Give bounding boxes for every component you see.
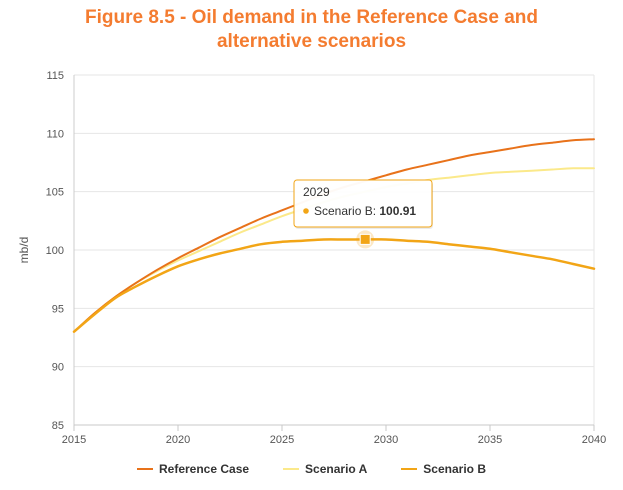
legend: Reference Case Scenario A Scenario B (0, 462, 623, 476)
chart-title-line-2: alternative scenarios (216, 31, 407, 52)
tooltip-value: 100.91 (379, 204, 416, 218)
legend-label: Reference Case (158, 462, 250, 476)
legend-label: Scenario A (305, 462, 368, 476)
legend-swatch (136, 468, 153, 470)
x-tick-label: 2035 (478, 434, 502, 446)
hover-marker[interactable] (359, 233, 371, 245)
legend-item-scenario-b[interactable]: Scenario B (401, 462, 486, 476)
grid-lines (74, 74, 594, 426)
series-line-scenario-b[interactable] (72, 238, 596, 333)
x-tick-label: 2030 (374, 434, 398, 446)
x-tick-label: 2025 (270, 434, 294, 446)
y-tick-label: 105 (46, 187, 64, 199)
legend-item-scenario-a[interactable]: Scenario A (283, 462, 367, 476)
tooltip: 2029 Scenario B: 100.91 (293, 179, 433, 249)
axes: 85 90 95 100 105 110 115 2015 2020 2025 2030 2035 20… (46, 70, 607, 446)
chart-title-line-1: Figure 8.5 - Oil demand in the Reference… (85, 7, 538, 28)
tooltip-series-dot (303, 208, 309, 214)
y-tick-label: 115 (46, 70, 64, 82)
chart-title: Figure 8.5 - Oil demand in the Reference… (0, 6, 623, 54)
series-line-reference-case[interactable] (73, 138, 595, 333)
legend-item-reference-case[interactable]: Reference Case (136, 462, 250, 476)
x-tick-label: 2040 (582, 434, 606, 446)
y-tick-label: 85 (52, 420, 64, 432)
tooltip-series-label: Scenario B: 100.91 (314, 204, 416, 218)
series-lines (72, 138, 596, 333)
x-tick-label: 2020 (166, 434, 190, 446)
y-tick-label: 110 (46, 128, 64, 140)
y-axis-label: mb/d (17, 237, 31, 264)
y-tick-label: 100 (46, 245, 64, 257)
y-tick-label: 95 (52, 303, 64, 315)
tooltip-header: 2029 (303, 185, 330, 199)
legend-label: Scenario B (423, 462, 486, 476)
legend-swatch (401, 468, 418, 470)
legend-swatch (283, 468, 300, 470)
x-tick-label: 2015 (62, 434, 86, 446)
y-tick-label: 90 (52, 362, 64, 374)
tooltip-box (293, 179, 433, 228)
